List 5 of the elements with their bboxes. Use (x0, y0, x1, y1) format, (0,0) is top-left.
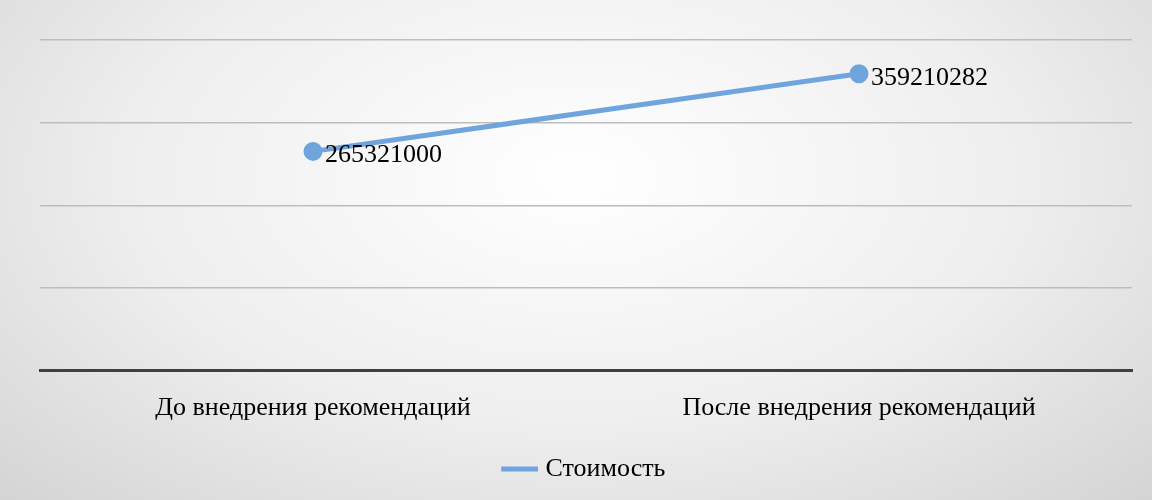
legend-label: Стоимость (545, 452, 666, 482)
data-label: 265321000 (325, 139, 442, 169)
x-tick-label: До внедрения рекомендаций (155, 392, 471, 422)
data-label: 359210282 (871, 61, 988, 91)
x-tick-label: После внедрения рекомендаций (682, 392, 1036, 422)
